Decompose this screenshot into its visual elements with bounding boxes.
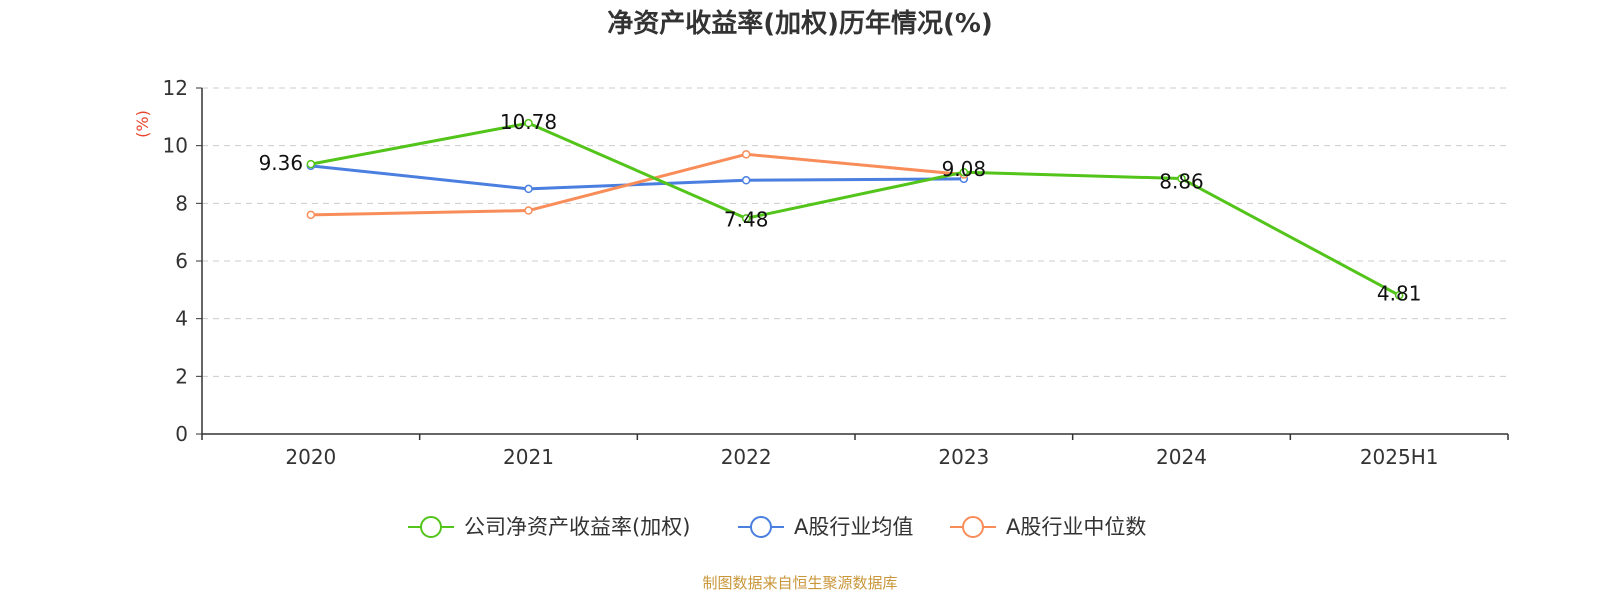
x-tick-label: 2025H1 bbox=[1360, 445, 1439, 469]
data-label: 10.78 bbox=[500, 110, 557, 134]
axes: 0 2 4 6 8 10 12 2020 2021 2022 2023 2024 2025H1 bbox=[163, 76, 1509, 469]
y-tick-label: 8 bbox=[175, 191, 188, 215]
legend-marker-icon bbox=[962, 516, 984, 538]
series-lines bbox=[306, 118, 1404, 300]
y-tick-label: 2 bbox=[175, 364, 188, 388]
data-point-company-roe[interactable] bbox=[741, 214, 751, 223]
x-tick-label: 2020 bbox=[285, 445, 336, 469]
legend[interactable]: 公司净资产收益率(加权) A股行业均值 A股行业中位数 bbox=[408, 515, 1146, 539]
data-label: 9.08 bbox=[942, 157, 987, 181]
data-label: 7.48 bbox=[724, 207, 769, 231]
series-company-roe bbox=[306, 118, 1404, 300]
legend-label: A股行业均值 bbox=[794, 515, 913, 539]
data-point-company-roe[interactable] bbox=[1177, 174, 1186, 183]
data-point-company-roe[interactable] bbox=[959, 167, 969, 177]
legend-label: 公司净资产收益率(加权) bbox=[464, 515, 690, 539]
y-tick-label: 12 bbox=[163, 76, 188, 100]
data-point-company-roe[interactable] bbox=[524, 118, 533, 128]
x-tick-label: 2022 bbox=[721, 445, 772, 469]
series-line-company-roe bbox=[310, 121, 1400, 297]
data-point-industry-mean[interactable] bbox=[741, 176, 751, 185]
series-line-industry-mean bbox=[310, 164, 964, 191]
legend-marker-icon bbox=[420, 516, 442, 538]
legend-marker-icon bbox=[750, 516, 772, 538]
x-tick-label: 2023 bbox=[938, 445, 989, 469]
y-tick-label: 6 bbox=[175, 249, 188, 273]
legend-item-industry-median[interactable]: A股行业中位数 bbox=[950, 515, 1146, 539]
chart-title: 净资产收益率(加权)历年情况(%) bbox=[607, 8, 993, 39]
x-tick-label: 2021 bbox=[503, 445, 554, 469]
data-point-industry-mean[interactable] bbox=[524, 184, 533, 194]
y-axis-unit-label: (%) bbox=[133, 110, 152, 138]
y-tick-label: 10 bbox=[163, 134, 188, 158]
data-point-industry-median[interactable] bbox=[524, 206, 533, 215]
data-label: 8.86 bbox=[1159, 170, 1204, 194]
data-point-industry-median[interactable] bbox=[306, 210, 316, 220]
data-label: 4.81 bbox=[1377, 281, 1422, 305]
source-note: 制图数据来自恒生聚源数据库 bbox=[702, 574, 897, 592]
legend-item-company-roe[interactable]: 公司净资产收益率(加权) bbox=[408, 515, 690, 539]
data-label: 9.36 bbox=[259, 151, 304, 175]
data-labels: 9.36 10.78 7.48 9.08 8.86 4.81 bbox=[259, 110, 1422, 305]
series-line-industry-median bbox=[310, 152, 964, 217]
grid-lines bbox=[202, 87, 1508, 377]
data-point-industry-median[interactable] bbox=[741, 150, 751, 159]
legend-label: A股行业中位数 bbox=[1006, 515, 1146, 539]
y-tick-label: 0 bbox=[175, 422, 188, 446]
x-tick-label: 2024 bbox=[1156, 445, 1207, 469]
y-tick-label: 4 bbox=[175, 307, 188, 331]
legend-item-industry-mean[interactable]: A股行业均值 bbox=[738, 515, 913, 539]
data-point-company-roe[interactable] bbox=[1394, 291, 1404, 300]
data-point-company-roe[interactable] bbox=[306, 159, 316, 169]
